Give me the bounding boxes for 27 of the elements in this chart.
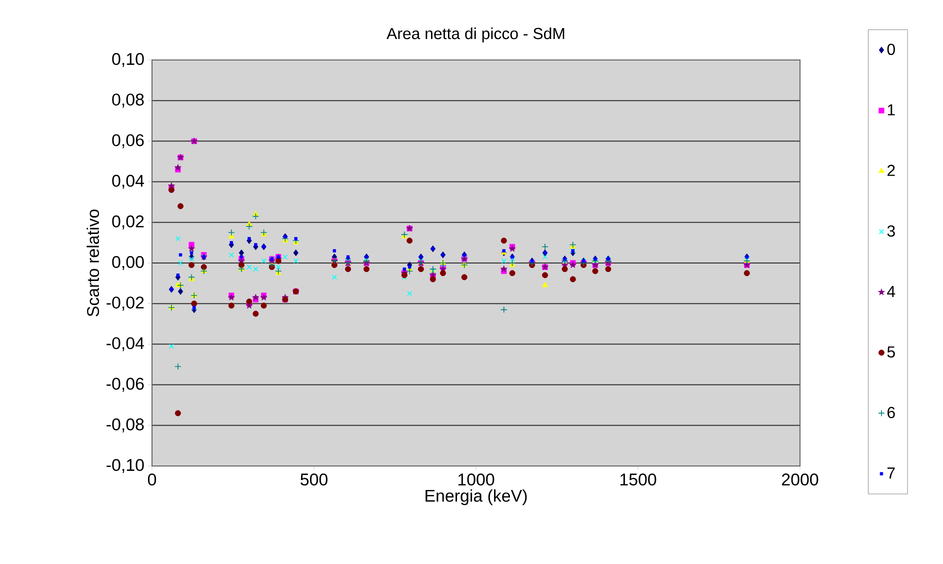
y-tick-label: -0,10 [106,458,144,473]
y-tick-label: 0,10 [112,52,144,67]
y-tick-label: -0,02 [106,296,144,311]
x-tick-label: 2000 [782,474,818,486]
x-tick-label: 0 [148,474,156,486]
y-tick-label: -0,04 [106,337,144,352]
y-tick-label: 0,02 [112,215,144,230]
legend-label: 3 [887,225,895,237]
legend-label: 7 [888,468,895,478]
y-tick-label: 0,06 [112,134,144,148]
legend-label: 6 [888,406,895,418]
legend-label: 2 [888,164,895,176]
legend-label: 4 [887,286,896,297]
x-tick-label: 1000 [458,474,494,486]
y-tick-label: 0,08 [112,94,144,108]
x-axis-title: Energia (keV) [426,489,527,506]
y-tick-label: -0,06 [106,378,144,392]
legend-label: 0 [887,44,895,56]
legend-label: 5 [887,346,895,358]
x-tick-label: 1500 [620,474,656,486]
x-tick-label: 500 [300,474,328,486]
chart-title: Area netta di picco - SdM [386,28,564,42]
y-tick-label: -0,08 [106,418,144,432]
y-tick-label: 0,00 [112,256,144,270]
y-tick-label: 0,04 [112,174,144,189]
y-axis-title: Scarto relativo [86,210,100,316]
legend-label: 1 [888,104,895,116]
